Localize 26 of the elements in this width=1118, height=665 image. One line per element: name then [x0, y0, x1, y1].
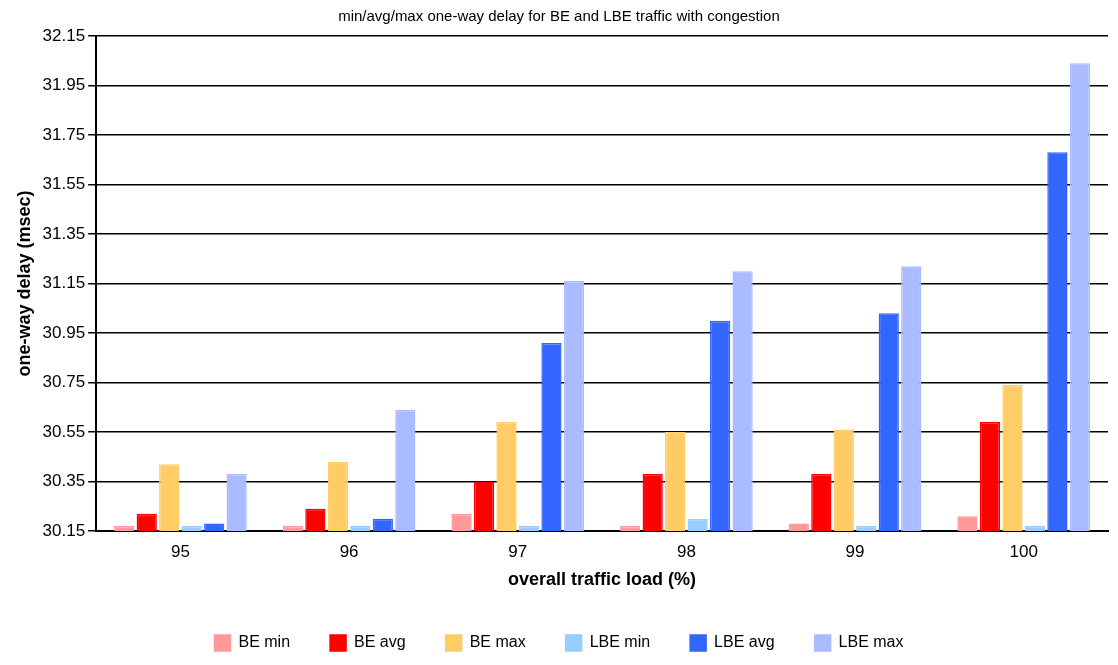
y-tick-label: 30.55: [42, 421, 86, 441]
x-tick-label: 99: [845, 541, 865, 561]
x-tick-label: 95: [171, 541, 190, 561]
chart-title: min/avg/max one-way delay for BE and LBE traffic with congestion: [338, 7, 780, 25]
y-tick-label: 31.15: [42, 273, 86, 293]
x-tick-label: 98: [676, 541, 696, 561]
y-tick-label: 31.75: [42, 124, 86, 144]
legend-label: LBE max: [838, 633, 904, 651]
legend-label: LBE avg: [714, 633, 775, 651]
y-tick-label: 30.15: [42, 520, 86, 540]
y-tick-label: 30.35: [42, 471, 86, 491]
x-axis-title: overall traffic load (%): [508, 569, 697, 590]
y-tick-label: 30.75: [42, 372, 86, 392]
x-tick-label: 96: [339, 541, 359, 561]
y-tick-label: 32.15: [42, 25, 86, 45]
legend-label: LBE min: [589, 633, 651, 651]
y-tick-label: 31.55: [42, 174, 86, 194]
y-tick-label: 30.95: [42, 322, 86, 342]
legend-label: BE min: [238, 633, 291, 651]
y-tick-label: 31.35: [42, 223, 86, 243]
legend-label: BE max: [469, 633, 526, 651]
x-tick-label: 97: [508, 541, 528, 561]
y-axis-title: one-way delay (msec): [13, 190, 34, 377]
legend-label: BE avg: [354, 633, 406, 651]
y-tick-label: 31.95: [42, 75, 86, 95]
x-tick-label: 100: [1009, 541, 1038, 561]
